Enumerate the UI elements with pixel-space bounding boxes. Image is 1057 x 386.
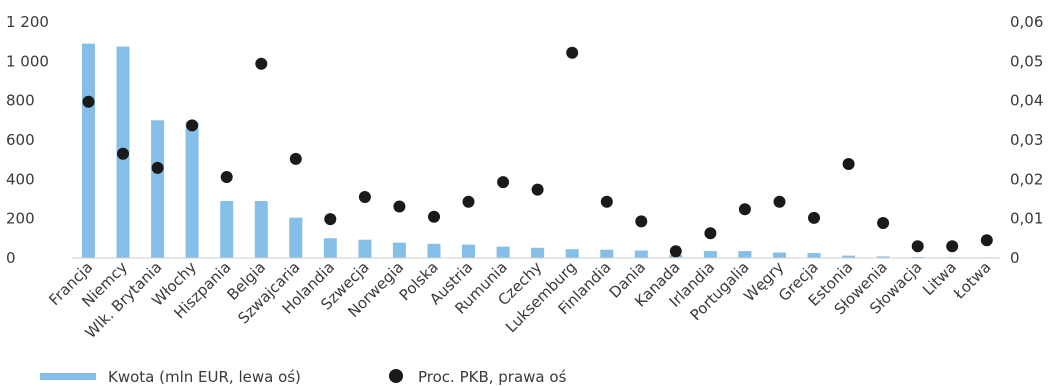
data-point — [946, 240, 959, 253]
data-point — [669, 245, 682, 258]
bar-series — [82, 43, 994, 258]
bar — [773, 252, 786, 258]
left-tick-label: 1 200 — [6, 13, 49, 31]
left-tick-label: 800 — [6, 92, 35, 110]
data-point — [82, 95, 95, 108]
data-point — [842, 158, 855, 170]
bar — [496, 246, 510, 258]
data-point — [911, 240, 924, 253]
data-point — [255, 57, 268, 70]
right-tick-label: 0,05 — [1010, 52, 1043, 70]
data-point — [428, 210, 440, 223]
data-point — [393, 200, 406, 213]
data-point — [151, 161, 164, 174]
bar — [427, 243, 441, 258]
bar — [565, 249, 579, 258]
left-tick-label: 1 000 — [6, 52, 49, 70]
data-point — [220, 171, 233, 183]
data-point — [738, 203, 751, 216]
data-point — [704, 227, 717, 240]
data-point — [497, 176, 510, 189]
bar — [289, 217, 303, 258]
legend-bar-label: Kwota (mln EUR, lewa oś) — [108, 368, 301, 386]
right-tick-label: 0 — [1010, 249, 1020, 267]
legend: Kwota (mln EUR, lewa oś) Proc. PKB, praw… — [40, 368, 567, 386]
data-point — [186, 119, 199, 132]
bar — [842, 255, 856, 258]
data-point — [117, 147, 129, 160]
right-tick-label: 0,06 — [1010, 13, 1043, 31]
bar — [876, 256, 890, 258]
dot-series — [82, 46, 993, 258]
bar — [82, 43, 95, 258]
bar — [462, 244, 475, 258]
data-point — [877, 217, 890, 229]
bar — [323, 238, 337, 258]
bar — [220, 201, 234, 258]
bar — [600, 249, 614, 258]
legend-dot-swatch — [389, 369, 403, 383]
data-point — [635, 215, 648, 228]
category-label: Łotwa — [949, 258, 994, 303]
data-point — [600, 195, 613, 208]
bar — [738, 251, 752, 258]
bar — [392, 242, 406, 258]
data-point — [289, 152, 302, 165]
data-point — [462, 195, 475, 208]
right-tick-label: 0,04 — [1010, 92, 1043, 110]
bar — [531, 247, 545, 258]
data-point — [980, 234, 993, 247]
bar — [634, 250, 648, 258]
bar — [185, 122, 199, 258]
bar — [254, 201, 268, 258]
left-axis-ticks: 0 200 400 600 800 1 000 1 200 — [6, 13, 49, 267]
data-point — [773, 195, 786, 208]
data-point — [358, 191, 371, 203]
left-tick-label: 0 — [6, 249, 16, 267]
right-tick-label: 0,03 — [1010, 131, 1043, 149]
left-tick-label: 400 — [6, 170, 35, 188]
right-tick-label: 0,01 — [1010, 210, 1043, 228]
data-point — [808, 211, 820, 224]
left-tick-label: 600 — [6, 131, 35, 149]
right-tick-label: 0,02 — [1010, 170, 1043, 188]
legend-bar-swatch — [40, 373, 96, 380]
legend-dot-label: Proc. PKB, prawa oś — [418, 368, 567, 386]
bar — [807, 253, 821, 258]
right-axis-ticks: 0 0,01 0,02 0,03 0,04 0,05 0,06 — [1010, 13, 1043, 267]
data-point — [324, 213, 337, 226]
bar — [703, 251, 717, 258]
data-point — [531, 183, 544, 196]
left-tick-label: 200 — [6, 210, 35, 228]
bar — [358, 239, 372, 258]
data-point — [566, 46, 579, 59]
bar — [151, 120, 165, 258]
